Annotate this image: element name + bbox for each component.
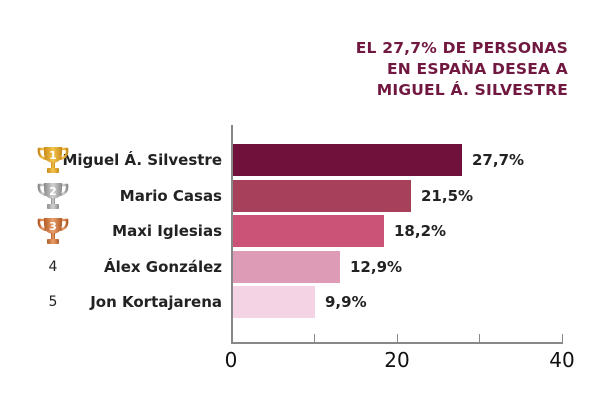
bar [233, 251, 340, 283]
bar [233, 180, 411, 212]
y-axis-line [231, 125, 233, 344]
bar-value-label: 27,7% [472, 151, 525, 169]
x-tick [314, 334, 315, 343]
x-tick-label: 40 [549, 348, 575, 372]
svg-text:2: 2 [49, 185, 57, 198]
title-line-1: EL 27,7% DE PERSONAS [355, 39, 568, 57]
chart-title: EL 27,7% DE PERSONAS EN ESPAÑA DESEA A M… [208, 38, 568, 101]
x-tick-label: 0 [224, 348, 238, 372]
x-tick [479, 334, 480, 343]
svg-text:1: 1 [49, 149, 57, 162]
bar [233, 215, 384, 247]
svg-text:3: 3 [49, 220, 57, 233]
x-tick [562, 334, 563, 343]
bronze-trophy-icon: 3 [37, 216, 69, 246]
title-line-2: EN ESPAÑA DESEA A [387, 60, 568, 78]
category-label: Mario Casas [119, 187, 222, 205]
bar-value-label: 12,9% [350, 258, 403, 276]
category-label: Maxi Iglesias [112, 222, 222, 240]
title-line-3: MIGUEL Á. SILVESTRE [376, 81, 568, 99]
gold-trophy-icon: 1 [37, 145, 69, 175]
silver-trophy-icon: 2 [37, 181, 69, 211]
bar-value-label: 21,5% [421, 187, 474, 205]
category-label: Miguel Á. Silvestre [62, 151, 222, 169]
bar-value-label: 9,9% [325, 293, 367, 311]
x-tick [397, 334, 398, 343]
bar-value-label: 18,2% [394, 222, 447, 240]
rank-number: 4 [48, 259, 58, 275]
bar [233, 286, 315, 318]
x-tick-label: 20 [384, 348, 410, 372]
bar [233, 144, 462, 176]
x-axis-line [231, 342, 563, 344]
category-label: Álex González [103, 258, 222, 276]
category-label: Jon Kortajarena [90, 293, 222, 311]
rank-number: 5 [48, 294, 58, 310]
